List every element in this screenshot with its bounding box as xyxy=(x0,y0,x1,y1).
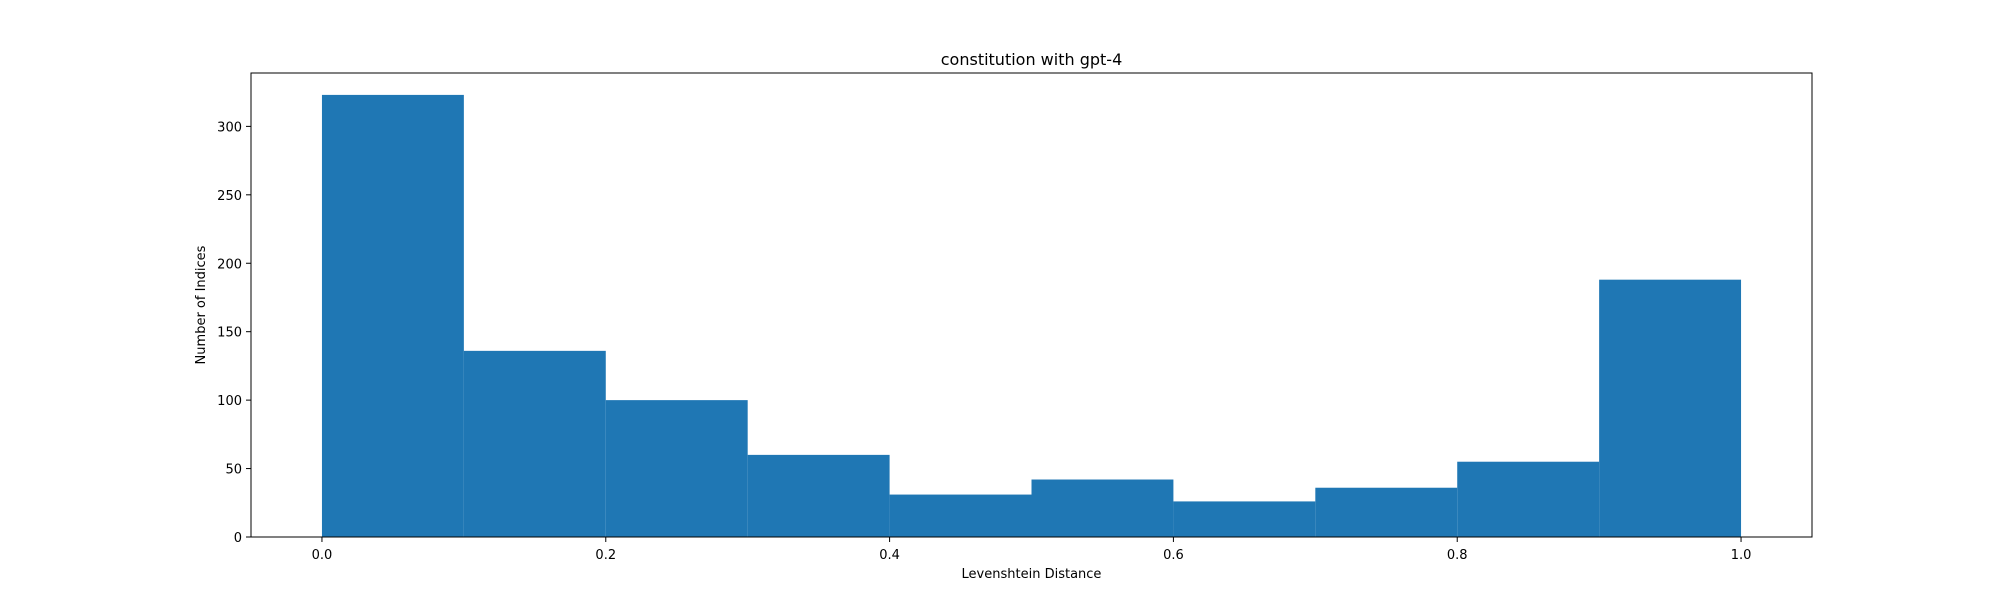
histogram-bar-7 xyxy=(1315,487,1458,537)
histogram-bar-3 xyxy=(747,454,890,537)
x-tick-label: 0.8 xyxy=(1447,548,1468,563)
histogram-bar-5 xyxy=(1031,479,1174,537)
x-tick-label: 1.0 xyxy=(1731,548,1752,563)
histogram-bar-0 xyxy=(321,94,464,537)
y-tick-label: 100 xyxy=(217,394,242,409)
bars-group xyxy=(321,94,1742,537)
x-tick-label: 0.6 xyxy=(1163,548,1184,563)
x-tick-label: 0.2 xyxy=(595,548,616,563)
histogram-bar-9 xyxy=(1599,279,1742,537)
y-tick-label: 300 xyxy=(217,120,242,135)
x-tick-label: 0.4 xyxy=(879,548,900,563)
histogram-bar-6 xyxy=(1173,501,1316,537)
histogram-bar-4 xyxy=(889,494,1032,537)
plot-frame xyxy=(250,72,1813,538)
y-tick-label: 150 xyxy=(217,326,242,341)
histogram-bar-8 xyxy=(1457,461,1600,537)
x-axis-ticks: 0.0 0.2 0.4 0.6 0.8 1.0 xyxy=(312,537,1752,563)
y-tick-label: 250 xyxy=(217,189,242,204)
histogram-bar-2 xyxy=(605,400,748,537)
x-axis-label: Levenshtein Distance xyxy=(962,567,1102,582)
histogram-bar-1 xyxy=(463,350,606,537)
y-tick-label: 0 xyxy=(234,531,242,546)
y-tick-label: 50 xyxy=(225,463,242,478)
chart-title: constitution with gpt-4 xyxy=(941,50,1123,69)
y-tick-label: 200 xyxy=(217,257,242,272)
x-tick-label: 0.0 xyxy=(312,548,333,563)
y-axis-ticks: 0 50 100 150 200 250 300 xyxy=(217,120,251,546)
y-axis-label: Number of Indices xyxy=(194,245,209,364)
